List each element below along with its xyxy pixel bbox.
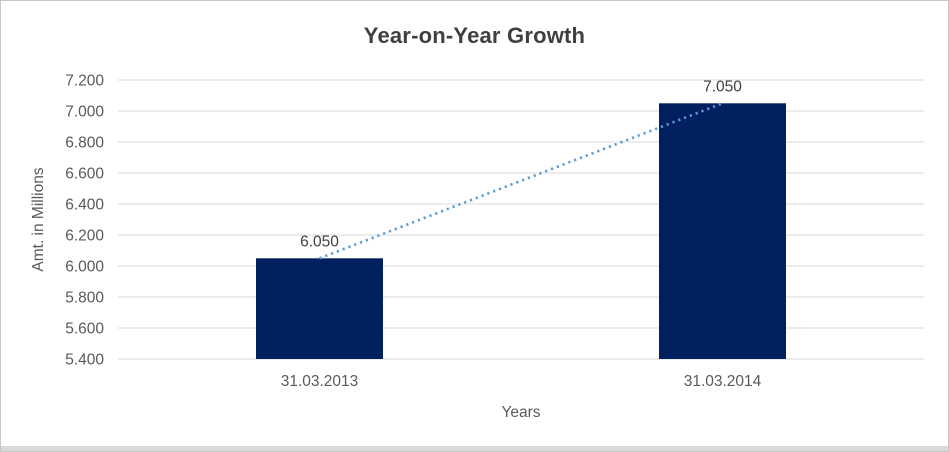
- y-tick-label: 5.800: [65, 290, 104, 307]
- data-label: 6.050: [300, 233, 339, 250]
- y-tick-label: 6.000: [65, 259, 104, 276]
- y-tick-label: 6.200: [65, 228, 104, 245]
- trendline: [319, 102, 723, 260]
- y-axis-title: Amt. in Millions: [30, 167, 47, 271]
- y-tick-label: 6.600: [65, 166, 104, 183]
- y-tick-label: 6.400: [65, 197, 104, 214]
- bottom-divider: [1, 446, 948, 451]
- y-tick-label: 7.000: [65, 104, 104, 121]
- chart-title: Year-on-Year Growth: [363, 23, 586, 48]
- y-tick-label: 7.200: [65, 73, 104, 90]
- y-tick-label: 5.400: [65, 352, 104, 369]
- x-category-label: 31.03.2014: [684, 373, 762, 390]
- y-tick-label: 5.600: [65, 321, 104, 338]
- data-label: 7.050: [703, 78, 742, 95]
- x-axis-title: Years: [501, 404, 540, 421]
- x-category-label: 31.03.2013: [281, 373, 359, 390]
- y-tick-label: 6.800: [65, 135, 104, 152]
- bar-31.03.2013: [256, 258, 383, 359]
- bar-31.03.2014: [659, 103, 786, 359]
